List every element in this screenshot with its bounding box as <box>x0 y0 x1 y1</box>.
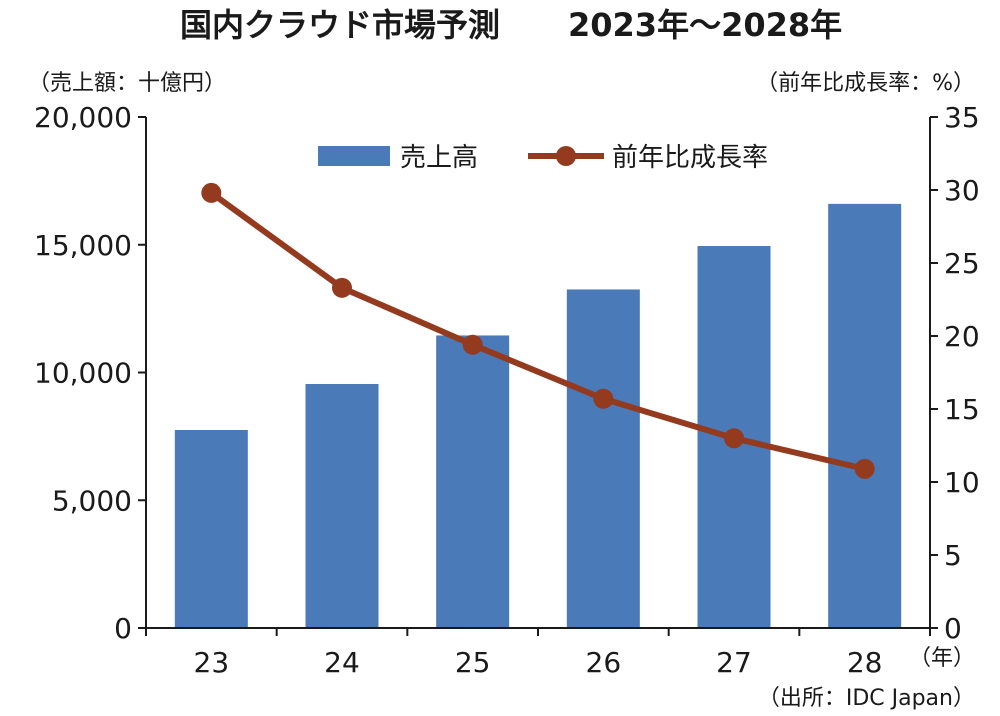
left-tick-label: 20,000 <box>34 101 132 134</box>
growth-rate-line <box>209 190 866 472</box>
chart-subtitle: 2023年～2028年 <box>568 6 842 44</box>
chart-title: 国内クラウド市場予測 <box>180 6 500 44</box>
left-tick-label: 0 <box>114 612 132 645</box>
source-note: （出所：IDC Japan） <box>758 686 975 711</box>
left-tick-label: 10,000 <box>34 357 132 390</box>
growth-point-26 <box>593 388 614 409</box>
legend-label-bar: 売上高 <box>400 143 478 173</box>
legend-swatch-marker <box>556 146 576 166</box>
growth-point-23 <box>201 182 222 203</box>
left-tick-label: 15,000 <box>34 229 132 262</box>
axes: 0 5,000 10,000 15,000 20,000 0 5 10 15 20 25 30 35 23… <box>34 101 980 679</box>
x-tick-label: 27 <box>716 646 752 679</box>
growth-point-28 <box>854 458 875 479</box>
bar-26 <box>566 289 640 628</box>
bar-series <box>174 203 902 628</box>
x-axis-unit: （年） <box>909 646 975 671</box>
x-tick-label: 23 <box>194 646 230 679</box>
right-tick-label: 0 <box>944 612 962 645</box>
right-tick-label: 30 <box>944 174 980 207</box>
right-tick-label: 10 <box>944 466 980 499</box>
x-tick-label: 28 <box>847 646 883 679</box>
line-series <box>201 182 875 479</box>
legend: 売上高 前年比成長率 <box>318 143 768 173</box>
right-tick-label: 5 <box>944 539 962 572</box>
growth-point-24 <box>332 277 352 298</box>
right-tick-label: 35 <box>944 101 980 134</box>
bar-25 <box>436 335 510 628</box>
right-tick-label: 25 <box>944 247 980 280</box>
right-tick-label: 20 <box>944 320 980 353</box>
legend-swatch-bar <box>318 146 390 166</box>
right-axis-unit: （前年比成長率：%） <box>756 71 975 96</box>
bar-28 <box>828 203 902 628</box>
bar-23 <box>174 429 248 628</box>
growth-point-27 <box>724 428 744 449</box>
bar-24 <box>305 383 379 628</box>
legend-label-line: 前年比成長率 <box>612 143 768 173</box>
x-tick-label: 26 <box>586 646 622 679</box>
x-tick-label: 24 <box>324 646 360 679</box>
right-tick-label: 15 <box>944 393 980 426</box>
x-tick-label: 25 <box>455 646 491 679</box>
growth-point-25 <box>462 334 483 355</box>
left-tick-label: 5,000 <box>52 484 132 517</box>
left-axis-unit: （売上額：十億円） <box>28 71 226 96</box>
